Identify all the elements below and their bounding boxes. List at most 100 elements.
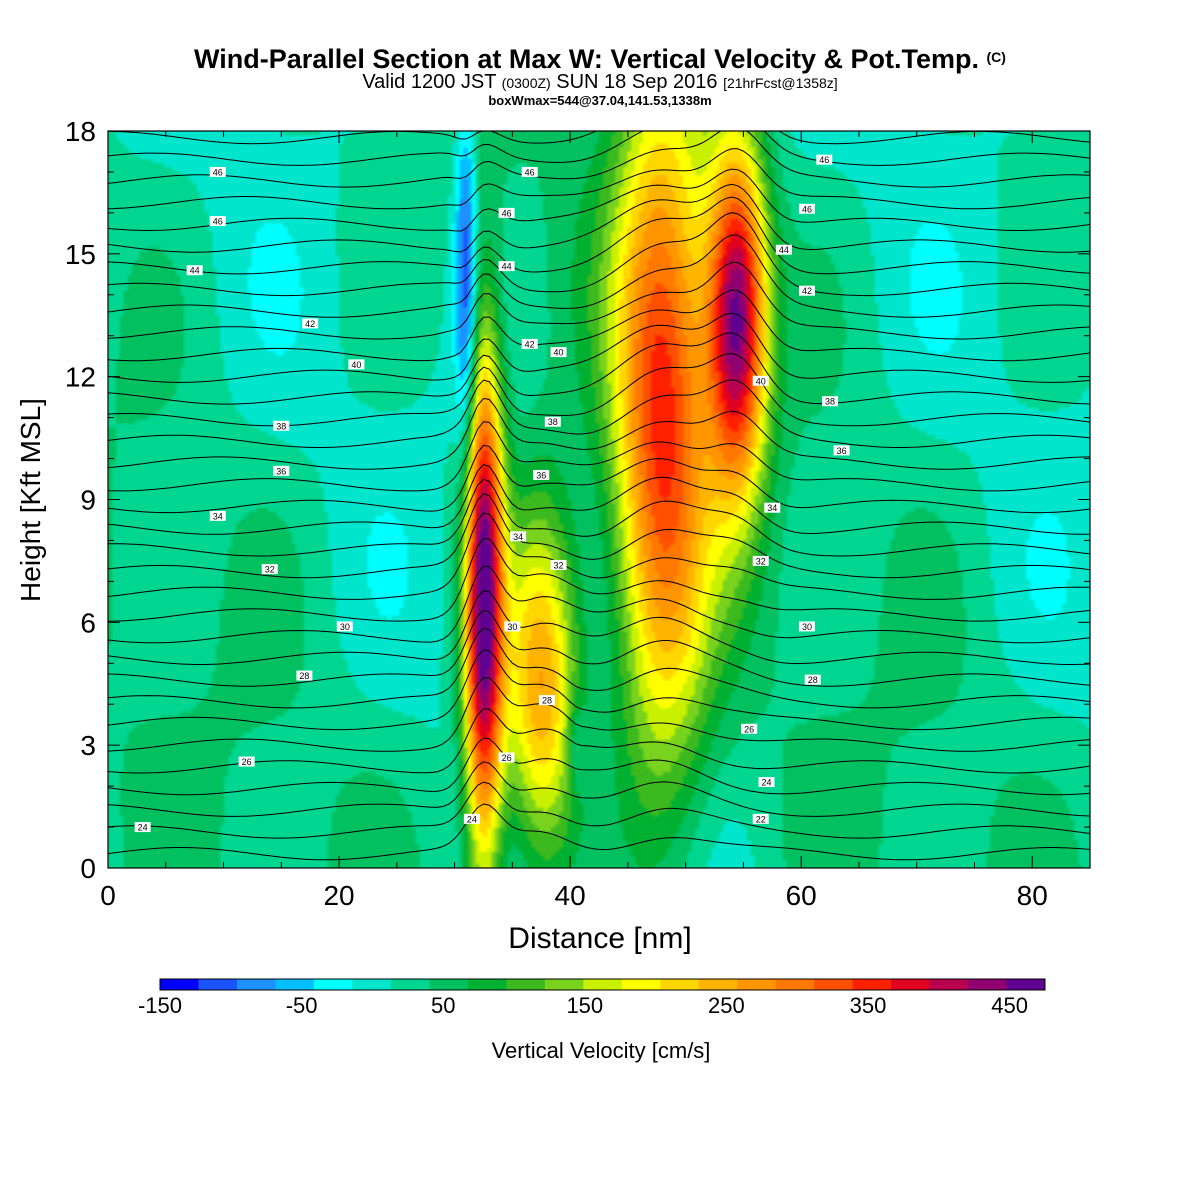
colorbar-swatch bbox=[506, 979, 546, 990]
theta-label-text: 42 bbox=[802, 286, 812, 296]
colorbar-swatch bbox=[852, 979, 892, 990]
theta-label: 44 bbox=[498, 261, 515, 272]
x-tick-label: 80 bbox=[1017, 880, 1048, 911]
theta-label: 26 bbox=[741, 723, 758, 734]
y-tick-label: 12 bbox=[65, 362, 96, 393]
colorbar-swatch bbox=[737, 979, 776, 990]
x-tick-label: 20 bbox=[323, 880, 354, 911]
chart-subtitle: Valid 1200 JST (0300Z) SUN 18 Sep 2016 [… bbox=[0, 71, 1200, 94]
colorbar-swatch bbox=[352, 979, 392, 990]
theta-contour-line bbox=[108, 183, 1090, 253]
theta-label-text: 40 bbox=[351, 360, 361, 370]
theta-label-text: 32 bbox=[554, 561, 564, 571]
colorbar-tick-label: 250 bbox=[708, 993, 745, 1018]
theta-contour-line bbox=[108, 148, 1090, 210]
theta-contour-line bbox=[108, 761, 1090, 817]
theta-label: 34 bbox=[510, 531, 527, 542]
colorbar-tick-label: 50 bbox=[431, 993, 455, 1018]
theta-label: 34 bbox=[764, 502, 781, 513]
theta-label: 40 bbox=[550, 347, 567, 358]
colorbar-label: Vertical Velocity [cm/s] bbox=[492, 1038, 711, 1063]
colorbar-swatch bbox=[1006, 979, 1046, 990]
theta-contour-line bbox=[108, 131, 1090, 166]
theta-label-text: 38 bbox=[548, 417, 558, 427]
theta-label-text: 28 bbox=[542, 696, 552, 706]
colorbar-swatch bbox=[429, 979, 469, 990]
theta-label-text: 22 bbox=[756, 814, 766, 824]
theta-label-text: 44 bbox=[190, 266, 200, 276]
y-tick-label: 15 bbox=[65, 239, 96, 270]
x-axis-label: Distance [nm] bbox=[508, 922, 691, 955]
theta-label-text: 30 bbox=[507, 622, 517, 632]
theta-label-text: 26 bbox=[744, 724, 754, 734]
theta-label-text: 32 bbox=[756, 556, 766, 566]
theta-contour-line bbox=[108, 444, 1090, 514]
theta-label-text: 36 bbox=[276, 466, 286, 476]
theta-contour-line bbox=[108, 478, 1090, 557]
theta-label-text: 26 bbox=[502, 753, 512, 763]
theta-label: 38 bbox=[822, 396, 839, 407]
theta-label: 26 bbox=[498, 752, 515, 763]
colorbar-frame bbox=[159, 978, 1046, 991]
x-tick-label: 40 bbox=[555, 880, 586, 911]
y-tick-label: 18 bbox=[65, 116, 96, 147]
theta-label: 42 bbox=[798, 285, 815, 296]
theta-label: 30 bbox=[504, 621, 521, 632]
theta-contour-line bbox=[108, 196, 1090, 275]
theta-labels: 46 46 44 42 40 38 36 34 32 30 28 26 24 46 46 44 42 40 38 36… bbox=[134, 154, 850, 833]
theta-label: 42 bbox=[521, 338, 538, 349]
title-mark: (C) bbox=[986, 49, 1006, 65]
theta-label-text: 24 bbox=[467, 814, 477, 824]
theta-label-text: 46 bbox=[213, 217, 223, 227]
theta-contour-line bbox=[108, 677, 1090, 752]
y-tick-label: 3 bbox=[80, 730, 96, 761]
colorbar-swatch bbox=[313, 979, 353, 990]
theta-label-text: 42 bbox=[525, 339, 535, 349]
colorbar-swatch bbox=[775, 979, 815, 990]
x-tick-label: 0 bbox=[100, 880, 116, 911]
theta-label: 40 bbox=[752, 375, 769, 386]
theta-label: 28 bbox=[539, 695, 556, 706]
theta-label: 46 bbox=[798, 203, 815, 214]
forecast-info: [21hrFcst@1358z] bbox=[723, 75, 838, 91]
theta-label: 24 bbox=[134, 822, 151, 833]
theta-label-text: 26 bbox=[242, 757, 252, 767]
theta-contour-line bbox=[108, 212, 1090, 297]
theta-contour-line bbox=[108, 234, 1090, 318]
colorbar-tick-label: 150 bbox=[566, 993, 603, 1018]
theta-label: 38 bbox=[544, 416, 561, 427]
theta-label-text: 36 bbox=[536, 470, 546, 480]
theta-label: 46 bbox=[209, 216, 226, 227]
colorbar-swatch bbox=[236, 979, 276, 990]
theta-label: 32 bbox=[550, 560, 567, 571]
theta-contour-line bbox=[108, 649, 1090, 731]
theta-label: 46 bbox=[816, 154, 833, 165]
theta-label: 28 bbox=[296, 670, 313, 681]
theta-contour-line bbox=[108, 289, 1090, 362]
colorbar-swatch bbox=[891, 979, 930, 990]
theta-label-text: 46 bbox=[213, 167, 223, 177]
theta-contour-line bbox=[108, 397, 1090, 470]
colorbar-swatch bbox=[814, 979, 853, 990]
theta-contour-line bbox=[108, 379, 1090, 448]
colorbar-swatch bbox=[198, 979, 238, 990]
valid-date: SUN 18 Sep 2016 bbox=[556, 71, 718, 93]
theta-label-text: 46 bbox=[802, 204, 812, 214]
colorbar-tick-label: 450 bbox=[991, 993, 1028, 1018]
title-main: Wind-Parallel Section at Max W: Vertical… bbox=[194, 44, 979, 74]
theta-label-text: 46 bbox=[819, 155, 829, 165]
theta-label-text: 38 bbox=[825, 397, 835, 407]
colorbar-swatch bbox=[968, 979, 1007, 990]
theta-label: 38 bbox=[273, 420, 290, 431]
theta-label-text: 44 bbox=[779, 245, 789, 255]
theta-label: 46 bbox=[498, 207, 515, 218]
theta-label: 36 bbox=[833, 445, 850, 456]
theta-label-text: 34 bbox=[767, 503, 777, 513]
theta-contour-line bbox=[108, 464, 1090, 535]
theta-label: 24 bbox=[758, 777, 775, 788]
theta-label-text: 36 bbox=[837, 446, 847, 456]
vertical-velocity-field bbox=[108, 131, 1090, 868]
colorbar-tick-label: 350 bbox=[850, 993, 887, 1018]
theta-contour-line bbox=[108, 609, 1090, 687]
